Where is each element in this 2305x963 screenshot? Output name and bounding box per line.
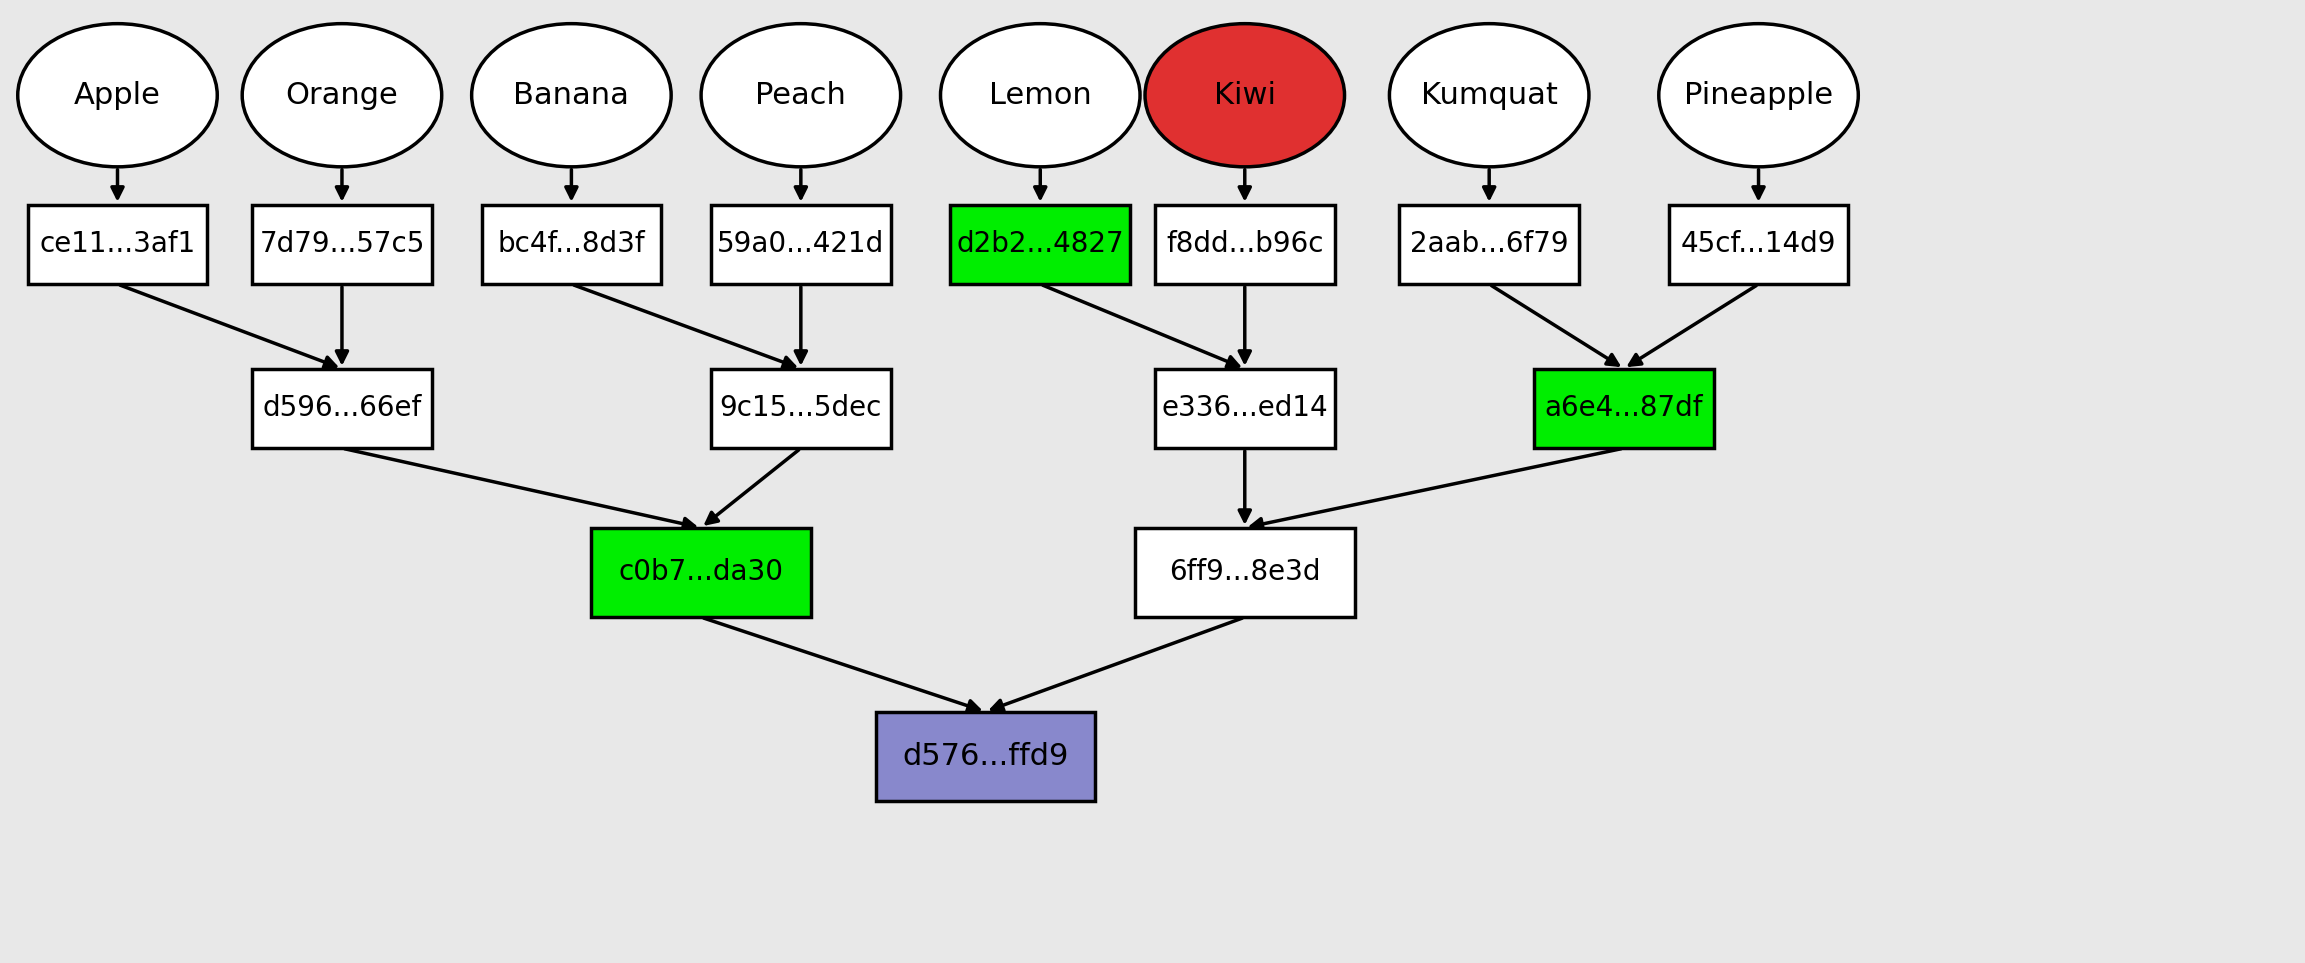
FancyBboxPatch shape	[710, 369, 890, 448]
Ellipse shape	[18, 24, 217, 167]
Text: Lemon: Lemon	[989, 81, 1093, 110]
FancyBboxPatch shape	[28, 204, 207, 284]
Ellipse shape	[940, 24, 1141, 167]
FancyBboxPatch shape	[1399, 204, 1579, 284]
Text: Orange: Orange	[286, 81, 399, 110]
FancyBboxPatch shape	[1134, 528, 1355, 617]
Text: e336...ed14: e336...ed14	[1162, 395, 1328, 423]
FancyBboxPatch shape	[876, 712, 1095, 801]
Text: c0b7...da30: c0b7...da30	[618, 559, 784, 586]
Text: Kiwi: Kiwi	[1215, 81, 1275, 110]
Text: Banana: Banana	[514, 81, 629, 110]
Ellipse shape	[1390, 24, 1588, 167]
FancyBboxPatch shape	[482, 204, 662, 284]
FancyBboxPatch shape	[592, 528, 811, 617]
Text: a6e4...87df: a6e4...87df	[1544, 395, 1703, 423]
Text: Pineapple: Pineapple	[1685, 81, 1832, 110]
Text: 2aab...6f79: 2aab...6f79	[1411, 230, 1567, 258]
FancyBboxPatch shape	[1155, 369, 1335, 448]
FancyBboxPatch shape	[251, 204, 431, 284]
Text: bc4f...8d3f: bc4f...8d3f	[498, 230, 645, 258]
Text: 59a0...421d: 59a0...421d	[717, 230, 885, 258]
Text: d576...ffd9: d576...ffd9	[901, 742, 1070, 771]
Ellipse shape	[1146, 24, 1344, 167]
FancyBboxPatch shape	[251, 369, 431, 448]
Ellipse shape	[701, 24, 901, 167]
Text: ce11...3af1: ce11...3af1	[39, 230, 196, 258]
Ellipse shape	[242, 24, 443, 167]
Text: 9c15...5dec: 9c15...5dec	[719, 395, 883, 423]
Text: d2b2...4827: d2b2...4827	[957, 230, 1125, 258]
Text: 6ff9...8e3d: 6ff9...8e3d	[1169, 559, 1321, 586]
Text: d596...66ef: d596...66ef	[263, 395, 422, 423]
Ellipse shape	[1660, 24, 1858, 167]
Ellipse shape	[473, 24, 671, 167]
Text: 45cf...14d9: 45cf...14d9	[1680, 230, 1837, 258]
FancyBboxPatch shape	[950, 204, 1129, 284]
Text: Kumquat: Kumquat	[1420, 81, 1558, 110]
Text: Peach: Peach	[756, 81, 846, 110]
Text: f8dd...b96c: f8dd...b96c	[1166, 230, 1323, 258]
FancyBboxPatch shape	[1669, 204, 1849, 284]
Text: Apple: Apple	[74, 81, 161, 110]
Text: 7d79...57c5: 7d79...57c5	[258, 230, 424, 258]
FancyBboxPatch shape	[710, 204, 890, 284]
FancyBboxPatch shape	[1155, 204, 1335, 284]
FancyBboxPatch shape	[1535, 369, 1713, 448]
